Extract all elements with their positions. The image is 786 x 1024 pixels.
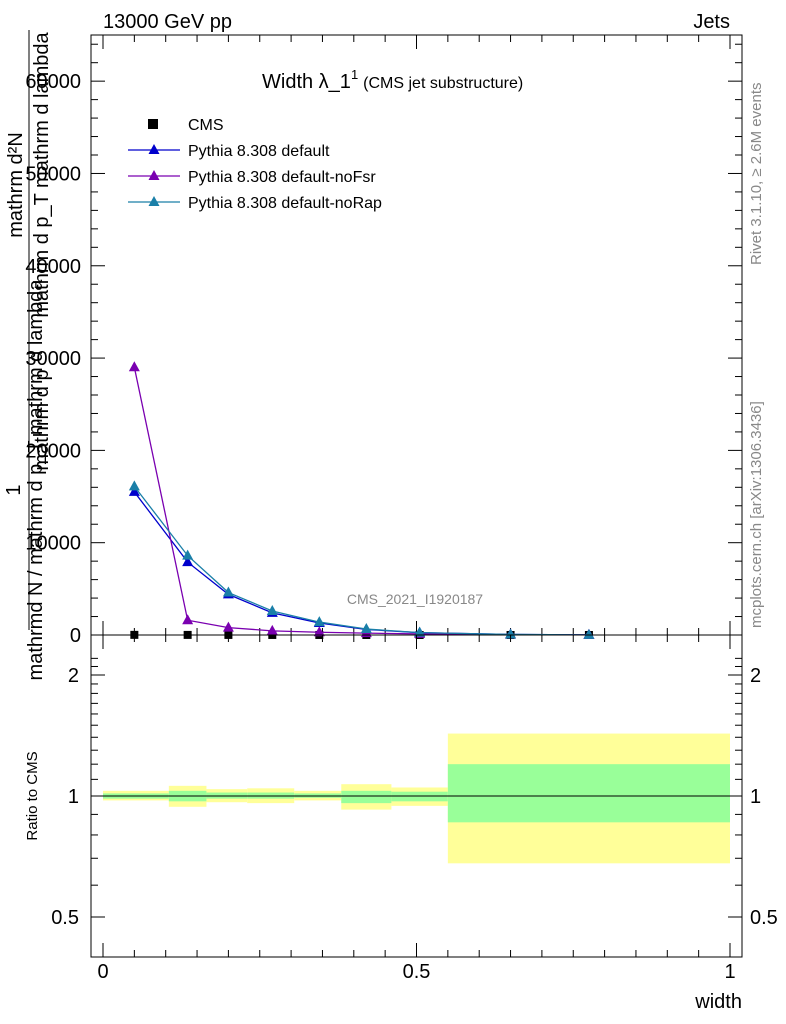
series-marker	[360, 623, 372, 633]
series-marker	[313, 626, 325, 637]
rivet-label: Rivet 3.1.10, ≥ 2.6M events	[748, 83, 765, 266]
ratio-bands	[103, 733, 730, 864]
legend: CMS Pythia 8.308 default Pythia 8.308 defa…	[128, 117, 382, 212]
series-marker	[266, 624, 278, 635]
x-axis-label: width	[694, 991, 742, 1013]
series-marker	[222, 586, 234, 597]
ratio-ytick-label: 2	[68, 665, 79, 687]
main-axis-ticks	[91, 35, 742, 636]
legend-label: Pythia 8.308 default	[188, 143, 330, 160]
ratio-green-band	[341, 790, 392, 804]
main-ytick-labels: 0 10000 20000 30000 40000 50000 60000	[25, 71, 81, 647]
ytick-label: 10000	[25, 533, 81, 555]
xtick-label: 0.5	[403, 961, 431, 983]
ytick-label: 60000	[25, 71, 81, 93]
ratio-ylabel: Ratio to CMS	[24, 751, 41, 840]
series-marker	[128, 361, 140, 372]
legend-marker	[148, 170, 160, 180]
legend-label: Pythia 8.308 default-noRap	[188, 195, 382, 212]
series-marker	[222, 621, 234, 632]
legend-marker	[148, 119, 158, 129]
ratio-xtick-labels: 0 0.5 1	[97, 961, 735, 983]
chart-subtitle: (CMS jet substructure)	[363, 75, 523, 92]
header-right: Jets	[693, 11, 730, 33]
chart-title-sup: 1	[351, 67, 358, 82]
legend-marker	[148, 196, 160, 206]
series-marker	[182, 614, 194, 625]
legend-label: CMS	[188, 117, 224, 134]
chart-title: Width λ_11 (CMS jet substructure)	[262, 67, 523, 93]
xtick-label: 0	[97, 961, 108, 983]
series-marker	[128, 485, 140, 496]
ylabel-numerator: 1	[3, 484, 25, 495]
ratio-ytick-label: 0.5	[51, 907, 79, 929]
series-marker	[182, 549, 194, 560]
series-marker	[414, 626, 426, 637]
main-ylabel: 1 mathrm d²N mathrm d p_T mathrm d lambd…	[3, 30, 53, 680]
series-line	[133, 491, 589, 636]
series-marker	[128, 480, 140, 491]
ratio-axis-ticks	[91, 635, 742, 957]
xtick-label: 1	[724, 961, 735, 983]
legend-label: Pythia 8.308 default-noFsr	[188, 169, 376, 186]
ratio-green-band	[447, 764, 730, 823]
ylabel-mid: mathrm d p_T mathrm d lambda	[31, 31, 53, 317]
header-left: 13000 GeV pp	[103, 11, 232, 33]
chart-title-main: Width λ_1	[262, 71, 351, 93]
series-marker	[266, 605, 278, 615]
mcplots-label: mcplots.cern.ch [arXiv:1306.3436]	[748, 401, 765, 628]
series-marker	[313, 616, 325, 627]
ratio-ytick-label-right: 2	[750, 665, 761, 687]
ylabel-numerator-top: mathrm d²N	[5, 132, 27, 238]
ratio-ytick-label-right: 0.5	[750, 907, 778, 929]
ytick-label: 20000	[25, 440, 81, 462]
series-marker	[583, 628, 595, 639]
series-line	[133, 485, 589, 636]
ytick-label: 30000	[25, 348, 81, 370]
series-marker	[505, 628, 517, 639]
series-marker	[182, 556, 194, 567]
ratio-ytick-label-right: 1	[750, 786, 761, 808]
ytick-label: 50000	[25, 163, 81, 185]
ytick-label: 40000	[25, 256, 81, 278]
series-layer	[128, 361, 595, 639]
ylabel-denominator: mathrmd N / mathrm d p_T mathrm d lambda	[25, 279, 47, 681]
ratio-green-band	[391, 791, 448, 802]
legend-marker	[148, 144, 160, 154]
ytick-label: 0	[70, 625, 81, 647]
ylabel-lower: mathrm d p	[31, 369, 53, 470]
analysis-watermark: CMS_2021_I1920187	[347, 591, 483, 607]
ratio-ytick-label: 1	[68, 786, 79, 808]
ratio-ytick-labels: 0.5 0.5 1 1 2 2	[51, 665, 778, 929]
